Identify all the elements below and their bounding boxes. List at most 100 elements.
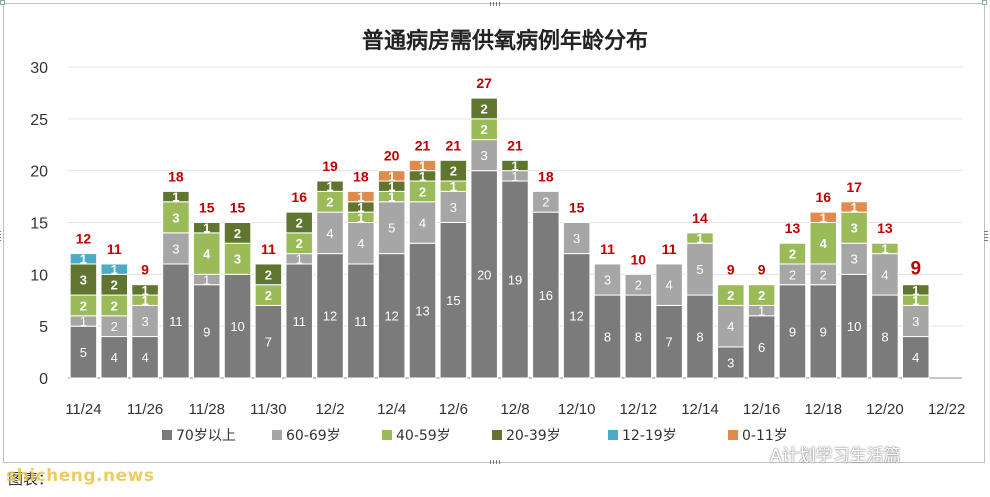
- x-tick-label: 12/10: [558, 401, 596, 418]
- bar-segment-label: 1: [172, 190, 179, 205]
- total-label: 18: [353, 168, 369, 184]
- bar-segment-label: 12: [323, 309, 337, 324]
- bar-segment: [377, 170, 406, 182]
- bar-segment-label: 8: [696, 329, 703, 344]
- y-tick-label: 25: [30, 112, 48, 129]
- x-tick-label: 12/6: [439, 401, 468, 418]
- bar-segment-label: 2: [542, 195, 549, 210]
- bar-segment-label: 4: [881, 267, 888, 282]
- bar-segment-label: 2: [111, 298, 118, 313]
- x-tick-label: 12/22: [928, 401, 966, 418]
- bar-segment-label: 1: [203, 221, 210, 236]
- resize-handle-top[interactable]: [490, 2, 500, 6]
- bar-segment: [69, 253, 98, 265]
- x-tick-label: 12/14: [681, 401, 719, 418]
- bar-segment: [686, 242, 714, 296]
- bar-segment: [562, 253, 591, 379]
- bar-segment-label: 9: [203, 324, 210, 339]
- bar-segment-label: 2: [111, 278, 118, 293]
- bar-segment: [501, 180, 529, 379]
- bar-segment-label: 1: [141, 293, 148, 308]
- bar-segment: [192, 284, 221, 379]
- bar-segment-label: 4: [419, 215, 426, 230]
- bar-segment-label: 2: [80, 298, 87, 313]
- total-label: 11: [600, 241, 615, 257]
- total-label: 10: [631, 251, 647, 267]
- bar-segment-label: 12: [384, 309, 398, 324]
- total-label: 9: [727, 262, 735, 278]
- wechat-watermark-text: A计划学习生活篇: [770, 446, 901, 466]
- x-tick-label: 12/16: [743, 401, 781, 418]
- bar-segment: [501, 159, 529, 172]
- total-label: 11: [261, 241, 276, 257]
- bar-segment-label: 1: [296, 252, 303, 267]
- bar-segment-label: 2: [789, 267, 796, 282]
- bar-segment: [532, 211, 560, 379]
- bar-segment-label: 2: [326, 195, 333, 210]
- total-label: 14: [692, 210, 708, 226]
- bar-segment-label: 4: [727, 319, 734, 334]
- legend: 70岁以上 60-69岁 40-59岁 20-39岁 12-19岁 0-11岁: [162, 428, 788, 444]
- total-label: 18: [168, 168, 184, 184]
- bar-segment: [809, 284, 838, 379]
- resize-handle-bottom[interactable]: [490, 460, 500, 464]
- bar-segment: [655, 304, 683, 379]
- bar-segment-label: 3: [141, 314, 148, 329]
- bar-segment: [377, 253, 406, 379]
- total-label: 11: [107, 241, 122, 257]
- total-label: 21: [446, 137, 462, 153]
- bar-segment-label: 1: [820, 210, 827, 225]
- bar-segment: [747, 315, 776, 379]
- total-label: 9: [910, 259, 921, 280]
- total-label: 16: [291, 189, 307, 205]
- x-tick-label: 12/4: [377, 401, 406, 418]
- y-tick-label: 30: [30, 60, 48, 77]
- bar-segment-label: 2: [265, 288, 272, 303]
- bar-segment-label: 13: [415, 304, 429, 319]
- bar-segment-label: 1: [388, 179, 395, 194]
- bar-segment-label: 4: [111, 350, 118, 365]
- bar-segment-label: 16: [539, 288, 553, 303]
- total-label: 15: [199, 200, 215, 216]
- resize-handle-top-left[interactable]: [0, 0, 5, 5]
- bar-segment-label: 3: [172, 241, 179, 256]
- bar-segment-label: 4: [203, 247, 211, 262]
- bar-segment: [408, 242, 437, 379]
- resize-handle-top-right[interactable]: [982, 0, 987, 5]
- legend-label: 70岁以上: [176, 428, 236, 444]
- bar-segment: [347, 222, 375, 265]
- y-tick-label: 5: [39, 319, 48, 336]
- bar-segment: [223, 242, 252, 275]
- legend-label: 12-19岁: [622, 428, 677, 444]
- bar-segment-label: 1: [511, 169, 518, 184]
- resize-handle-right[interactable]: [984, 231, 988, 241]
- bar-segment-label: 1: [511, 158, 518, 173]
- bar-segment: [470, 139, 498, 172]
- resize-handle-left[interactable]: [0, 231, 1, 241]
- legend-swatch: [608, 430, 618, 440]
- bar-segment-label: 1: [758, 304, 765, 319]
- bar-segment-label: 2: [758, 288, 765, 303]
- legend-label: 20-39岁: [506, 428, 561, 444]
- bar-segment: [871, 253, 899, 296]
- bar-segment-label: 2: [481, 122, 488, 137]
- total-label: 18: [538, 168, 554, 184]
- bar-segment: [408, 159, 437, 172]
- bar-segment: [902, 336, 930, 379]
- bar-segment: [131, 336, 159, 379]
- bar-segment-label: 4: [326, 226, 333, 241]
- bar-segment-label: 1: [357, 190, 364, 205]
- bar-segment: [717, 284, 745, 306]
- chart-title: 普通病房需供氧病例年龄分布: [362, 28, 648, 54]
- y-tick-label: 20: [30, 164, 48, 181]
- y-tick-label: 15: [30, 216, 48, 233]
- bar-segment: [408, 201, 437, 244]
- bar-segment: [470, 170, 498, 379]
- bar-segment-label: 8: [881, 329, 888, 344]
- total-label: 12: [76, 231, 92, 247]
- x-tick-label: 12/8: [500, 401, 529, 418]
- x-tick-label: 11/30: [250, 401, 286, 418]
- bar-segment: [840, 242, 868, 275]
- total-label: 9: [758, 262, 766, 278]
- wechat-watermark: A计划学习生活篇: [740, 441, 901, 466]
